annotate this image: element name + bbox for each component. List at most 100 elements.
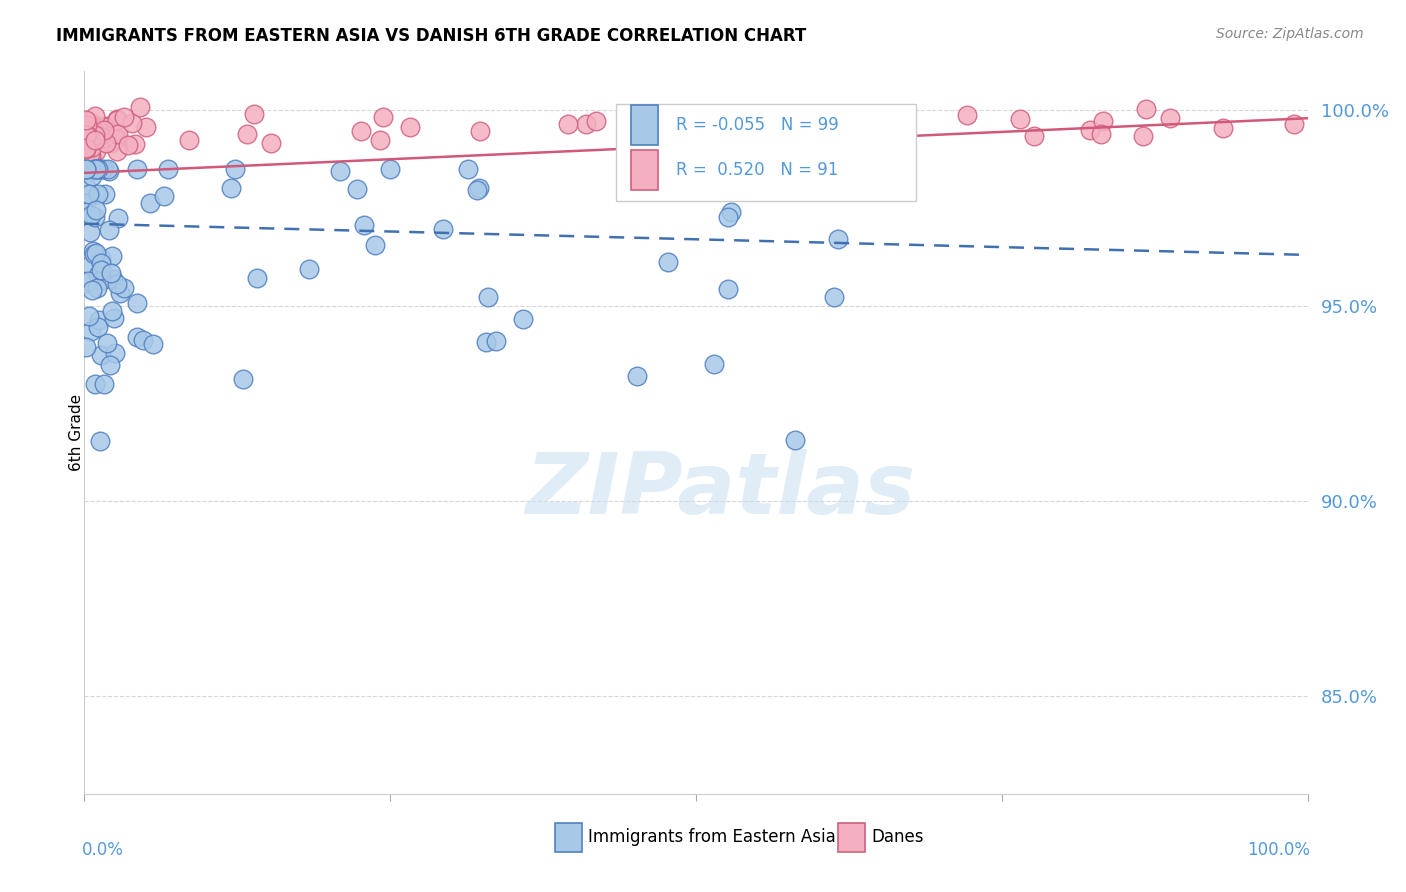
Point xyxy=(75,141,97,155)
Point xyxy=(956,108,979,122)
Bar xyxy=(838,822,865,852)
Point xyxy=(1132,129,1154,144)
Point xyxy=(84,109,107,123)
Point xyxy=(512,312,534,326)
Point xyxy=(100,136,122,151)
Point xyxy=(75,113,97,128)
Point xyxy=(749,161,772,176)
Text: ZIPatlas: ZIPatlas xyxy=(526,449,915,532)
Point xyxy=(84,144,107,158)
Point xyxy=(1212,120,1234,135)
Point xyxy=(94,119,117,133)
Point xyxy=(112,110,135,124)
Point xyxy=(84,161,107,176)
Point xyxy=(80,140,103,154)
Point xyxy=(105,131,128,145)
Point xyxy=(236,127,259,141)
Point xyxy=(1284,117,1306,131)
Point xyxy=(87,161,110,176)
Point xyxy=(75,142,97,156)
Point xyxy=(83,161,105,176)
Point xyxy=(329,164,352,178)
Point xyxy=(75,276,97,290)
Point xyxy=(378,161,401,176)
Point xyxy=(103,311,125,326)
Point xyxy=(350,124,373,138)
Point xyxy=(121,116,143,130)
Point xyxy=(127,295,149,310)
Point xyxy=(82,283,104,297)
Point xyxy=(90,251,112,265)
Point xyxy=(83,210,105,224)
Point xyxy=(107,211,129,226)
Point xyxy=(75,128,97,142)
Point xyxy=(124,136,146,151)
Point xyxy=(128,99,150,113)
Point xyxy=(108,286,131,301)
Point xyxy=(90,256,112,270)
Point xyxy=(93,123,115,137)
Bar xyxy=(631,150,658,190)
Point xyxy=(79,114,101,128)
Point xyxy=(626,368,648,383)
Point xyxy=(139,196,162,211)
Point xyxy=(76,274,98,288)
Point xyxy=(77,122,100,136)
Point xyxy=(89,120,111,135)
Point xyxy=(457,161,479,176)
Point xyxy=(76,118,98,132)
Point xyxy=(79,122,101,136)
Point xyxy=(142,337,165,351)
Bar xyxy=(555,822,582,852)
Point xyxy=(432,221,454,235)
Point xyxy=(776,161,799,176)
Point xyxy=(86,319,108,334)
Point xyxy=(90,262,112,277)
Point xyxy=(97,163,120,178)
Point xyxy=(80,118,103,132)
Point xyxy=(720,205,742,219)
Point xyxy=(89,434,111,449)
Point xyxy=(485,334,508,348)
Point xyxy=(585,114,607,128)
Point xyxy=(676,120,699,135)
Point xyxy=(79,134,101,148)
Point xyxy=(87,187,110,202)
Point xyxy=(1091,114,1114,128)
Point xyxy=(104,132,127,146)
Point xyxy=(84,202,107,217)
Point xyxy=(353,219,375,233)
Point xyxy=(132,333,155,347)
Point xyxy=(703,358,725,372)
Point xyxy=(557,117,579,131)
Point xyxy=(75,161,97,176)
Point xyxy=(86,281,108,295)
Point xyxy=(260,136,283,150)
Point xyxy=(470,124,492,138)
Point xyxy=(82,117,104,131)
Point xyxy=(823,290,845,304)
Point xyxy=(89,128,111,143)
Point xyxy=(77,309,100,323)
Point xyxy=(575,118,598,132)
Point xyxy=(83,246,105,260)
Point xyxy=(127,330,149,344)
Point xyxy=(785,434,807,448)
Point xyxy=(152,188,174,202)
Point xyxy=(86,132,108,146)
Point xyxy=(717,210,740,224)
Point xyxy=(100,303,122,318)
Point xyxy=(101,272,124,286)
Point xyxy=(83,376,105,391)
Point xyxy=(107,112,129,127)
Point xyxy=(298,262,321,277)
Point xyxy=(75,118,97,132)
Y-axis label: 6th Grade: 6th Grade xyxy=(69,394,83,471)
Text: R =  0.520   N = 91: R = 0.520 N = 91 xyxy=(676,161,839,178)
Point xyxy=(232,372,254,386)
Point xyxy=(98,223,121,237)
Point xyxy=(105,277,128,292)
Point xyxy=(242,107,264,121)
Point xyxy=(79,124,101,138)
Point xyxy=(77,122,100,136)
